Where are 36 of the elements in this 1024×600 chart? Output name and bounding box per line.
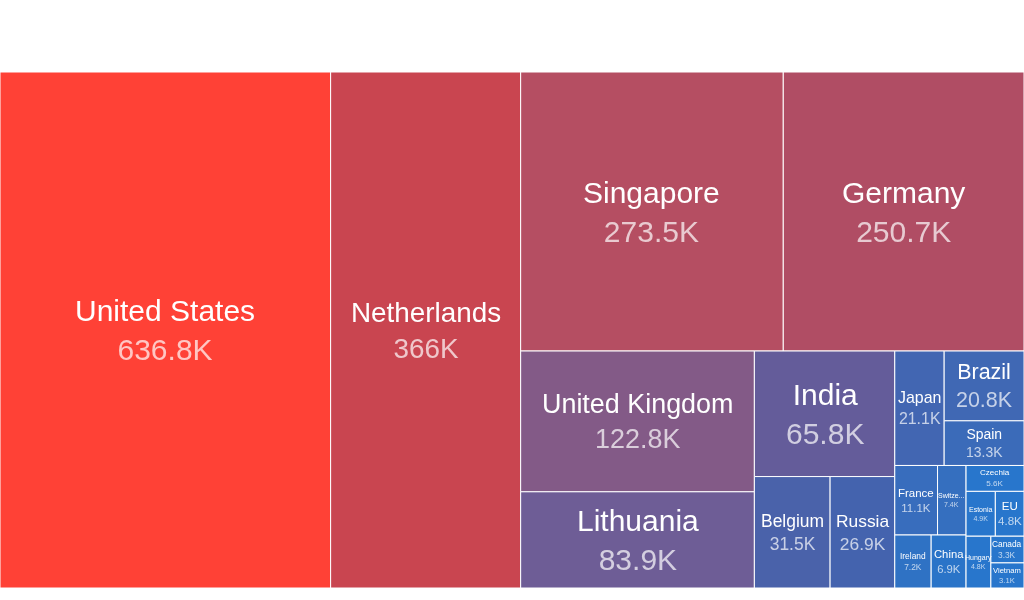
data-label: 13.3K <box>966 444 1004 461</box>
category-label: Spain <box>966 426 1003 442</box>
data-label: 11.1K <box>901 501 931 514</box>
data-label: 122.8K <box>595 424 681 454</box>
category-label: France <box>898 487 934 499</box>
category-label: India <box>792 378 859 411</box>
data-label: 5.6K <box>986 478 1004 488</box>
category-label: Belgium <box>761 511 824 531</box>
category-label: EU <box>1001 500 1018 512</box>
data-label: 83.9K <box>598 543 678 576</box>
category-label: Japan <box>898 389 942 406</box>
category-label: Germany <box>842 176 966 209</box>
data-label: 366K <box>393 333 460 365</box>
category-label: United Kingdom <box>542 389 734 419</box>
category-label: Canada <box>992 539 1022 549</box>
category-label: Lithuania <box>577 504 700 537</box>
category-label: Russia <box>836 511 890 531</box>
data-label: 7.2K <box>904 561 922 572</box>
data-label: 273.5K <box>603 215 699 248</box>
category-label: Ireland <box>900 551 926 561</box>
category-label: Brazil <box>957 360 1011 384</box>
data-label: 636.8K <box>117 333 213 366</box>
data-label: 31.5K <box>769 533 816 554</box>
category-label: Czechia <box>980 468 1010 477</box>
data-label: 65.8K <box>786 417 865 450</box>
category-label: Netherlands <box>351 297 502 328</box>
category-label: United States <box>75 294 256 327</box>
data-label: 3.3K <box>998 549 1016 560</box>
data-label: 6.9K <box>937 562 961 575</box>
data-label: 21.1K <box>898 409 941 427</box>
category-label: China <box>934 548 965 560</box>
data-label: 250.7K <box>856 215 952 248</box>
data-label: 20.8K <box>956 387 1013 412</box>
data-label: 4.8K <box>998 515 1023 528</box>
category-label: Singapore <box>583 176 720 209</box>
data-label: 26.9K <box>839 533 886 554</box>
